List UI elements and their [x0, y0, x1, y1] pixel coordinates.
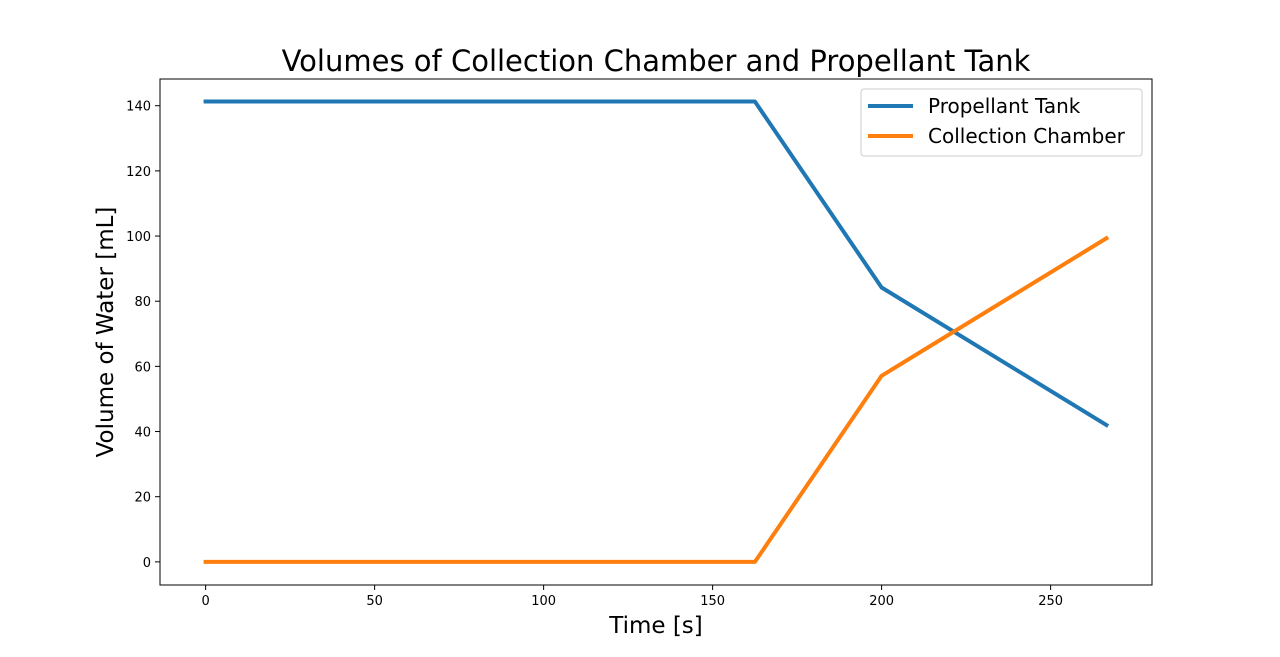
legend: Propellant Tank Collection Chamber: [860, 88, 1143, 157]
series-line-propellant-tank: [203, 99, 1110, 428]
chart-title: Volumes of Collection Chamber and Propel…: [282, 44, 1031, 78]
y-axis: 0 20 40 60 80 100 120 140: [126, 100, 160, 571]
series-layer: [203, 99, 1110, 564]
y-tick-label: 120: [126, 165, 151, 180]
series-line-collection-chamber: [203, 235, 1110, 564]
y-axis-label: Volume of Water [mL]: [93, 207, 119, 458]
legend-label-collection-chamber: Collection Chamber: [928, 124, 1126, 148]
x-tick-label: 100: [531, 594, 556, 609]
x-tick-label: 50: [366, 594, 383, 609]
legend-label-propellant-tank: Propellant Tank: [928, 94, 1081, 118]
legend-box: [860, 88, 1143, 157]
x-tick-label: 250: [1038, 594, 1063, 609]
y-tick-label: 40: [134, 426, 151, 441]
y-tick-label: 0: [143, 556, 151, 571]
x-tick-label: 200: [869, 594, 894, 609]
plot-area: [160, 79, 1152, 585]
x-tick-label: 0: [201, 594, 209, 609]
x-axis: 0 50 100 150 200 250: [201, 585, 1063, 609]
x-axis-label: Time [s]: [608, 613, 703, 639]
y-tick-label: 60: [134, 360, 151, 375]
y-tick-label: 80: [134, 295, 151, 310]
x-tick-label: 150: [700, 594, 725, 609]
y-tick-label: 20: [134, 491, 151, 506]
y-tick-label: 140: [126, 100, 151, 115]
y-tick-label: 100: [126, 230, 151, 245]
plot-frame: [159, 78, 1153, 586]
